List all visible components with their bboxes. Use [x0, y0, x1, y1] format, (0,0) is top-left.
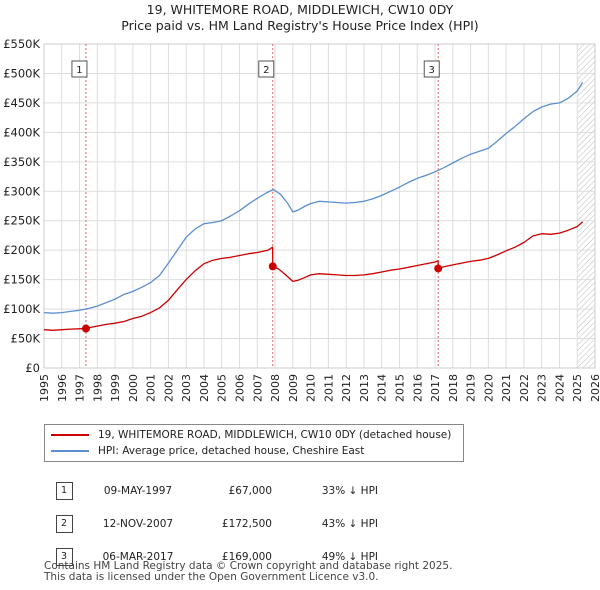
sale-date: 12-NOV-2007: [102, 517, 174, 530]
y-tick-label: £0: [25, 361, 40, 375]
x-tick-label: 2026: [589, 374, 600, 402]
sale-point: [434, 264, 443, 273]
sale-marker-box: [71, 60, 88, 78]
chart-title: 19, WHITEMORE ROAD, MIDDLEWICH, CW10 0DY: [146, 2, 454, 17]
x-tick-label: 2017: [429, 374, 442, 402]
sale-hpi-diff: 49% ↓ HPI: [321, 550, 378, 563]
plot-area: [44, 44, 595, 368]
forecast-region: [577, 44, 595, 368]
x-tick-label: 2004: [198, 374, 211, 402]
x-tick-label: 2021: [500, 374, 513, 402]
chart-subtitle: Price paid vs. HM Land Registry's House …: [121, 18, 479, 33]
property-series-line: [43, 221, 584, 331]
y-tick-label: £50K: [11, 332, 41, 346]
x-tick-label: 2016: [411, 374, 424, 402]
y-tick-label: £550K: [3, 37, 40, 51]
y-tick-label: £200K: [3, 243, 40, 257]
sale-hpi-diff: 33% ↓ HPI: [321, 484, 378, 497]
price-chart: £0 £50K £100K £150K £200K £250K £300K £350K £400…: [3, 37, 600, 402]
sale-point: [81, 324, 90, 333]
sale-marker-label: 1: [76, 65, 82, 76]
sales-table: 1 09-MAY-1997 £67,000 33% ↓ HPI 2 12-NOV…: [40, 474, 378, 573]
y-tick-label: £250K: [3, 214, 40, 228]
plot-frame: [43, 43, 596, 369]
x-tick-label: 2006: [234, 374, 247, 402]
x-tick-label: 1996: [56, 374, 69, 402]
sale-date: 09-MAY-1997: [103, 484, 173, 497]
sale-marker-box: [423, 60, 440, 78]
y-tick-label: £400K: [3, 125, 40, 139]
x-tick-label: 1997: [74, 374, 87, 402]
sale-marker-badge: 1: [55, 481, 73, 500]
sale-marker-badge: 2: [55, 514, 73, 533]
y-tick-label: £500K: [3, 66, 40, 80]
x-tick-label: 2022: [518, 374, 531, 402]
sale-price: £169,000: [221, 550, 272, 563]
table-row: 1 09-MAY-1997 £67,000 33% ↓ HPI: [40, 474, 378, 507]
table-row: 3 06-MAR-2017 £169,000 49% ↓ HPI: [40, 540, 378, 573]
footer-attribution: Contains HM Land Registry data © Crown c…: [44, 561, 452, 583]
x-tick-label: 2012: [340, 374, 353, 402]
sale-price: £172,500: [221, 517, 272, 530]
sale-marker-badge: 3: [55, 547, 73, 566]
sale-price: £67,000: [228, 484, 272, 497]
x-tick-label: 2019: [465, 374, 478, 402]
footer-line-copyright: Contains HM Land Registry data © Crown c…: [44, 560, 453, 572]
y-tick-label: £350K: [3, 155, 40, 169]
x-tick-label: 2000: [127, 374, 140, 402]
x-tick-label: 2008: [269, 374, 282, 402]
x-tick-label: 2010: [305, 374, 318, 402]
legend-item-hpi: HPI: Average price, detached house, Ches…: [51, 443, 364, 459]
legend-item-property: 19, WHITEMORE ROAD, MIDDLEWICH, CW10 0DY…: [51, 427, 451, 443]
sale-hpi-diff: 43% ↓ HPI: [321, 517, 378, 530]
sale-date: 06-MAR-2017: [102, 550, 174, 563]
legend-label-property: 19, WHITEMORE ROAD, MIDDLEWICH, CW10 0DY…: [98, 429, 452, 441]
table-row: 2 12-NOV-2007 £172,500 43% ↓ HPI: [40, 507, 378, 540]
sale-marker-box: [258, 60, 275, 78]
x-tick-label: 1995: [38, 374, 51, 402]
footer-line-licence: This data is licensed under the Open Gov…: [44, 571, 379, 583]
x-tick-label: 1998: [91, 374, 104, 402]
legend-swatch-hpi: [51, 450, 89, 452]
x-tick-label: 2020: [482, 374, 495, 402]
y-tick-label: £100K: [3, 302, 40, 316]
legend-swatch-property: [51, 434, 89, 436]
x-tick-label: 2014: [376, 374, 389, 402]
x-tick-label: 2003: [180, 374, 193, 402]
x-tick-label: 2018: [447, 374, 460, 402]
chart-legend: 19, WHITEMORE ROAD, MIDDLEWICH, CW10 0DY…: [44, 424, 464, 462]
legend-label-hpi: HPI: Average price, detached house, Ches…: [98, 445, 365, 457]
sale-marker-label: 3: [429, 65, 435, 76]
x-tick-label: 2002: [162, 374, 175, 402]
sale-point: [268, 262, 277, 271]
x-tick-label: 2005: [216, 374, 229, 402]
hpi-series-line: [43, 81, 584, 314]
x-tick-label: 2013: [358, 374, 371, 402]
x-tick-label: 2024: [553, 374, 566, 402]
x-tick-label: 2015: [393, 374, 406, 402]
sale-marker-label: 2: [263, 65, 269, 76]
x-tick-label: 2009: [287, 374, 300, 402]
x-tick-label: 2001: [145, 374, 158, 402]
x-tick-label: 2011: [322, 374, 335, 402]
x-tick-label: 2023: [536, 374, 549, 402]
x-tick-label: 1999: [109, 374, 122, 402]
y-tick-label: £150K: [3, 273, 40, 287]
y-tick-label: £300K: [3, 184, 40, 198]
x-tick-label: 2007: [251, 374, 264, 402]
y-tick-label: £450K: [3, 96, 40, 110]
x-tick-label: 2025: [571, 374, 584, 402]
